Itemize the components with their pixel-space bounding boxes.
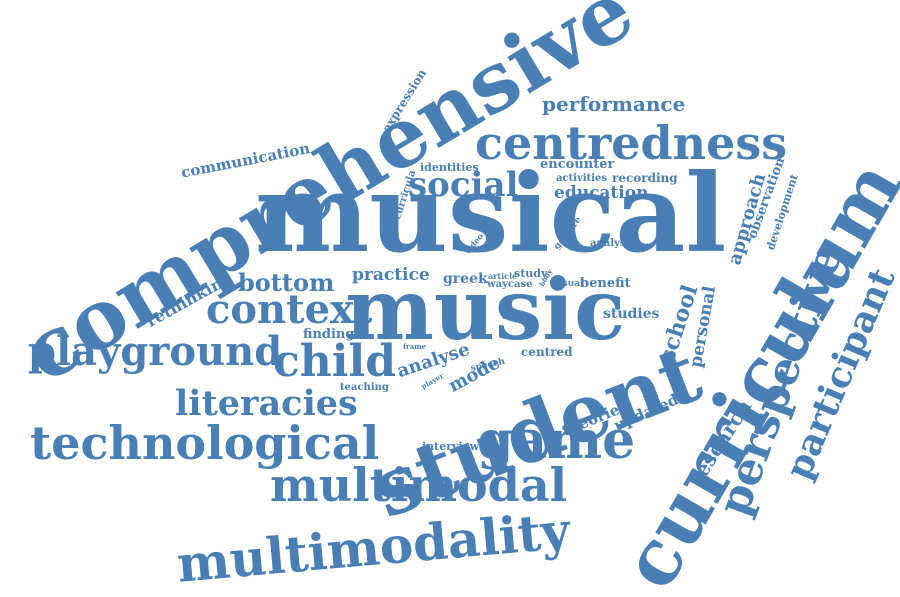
word-benefit: benefit <box>580 276 631 291</box>
word-studies: studies <box>603 306 660 322</box>
word-practice: practice <box>352 265 430 285</box>
word-identities: identities <box>420 161 479 174</box>
word-music: music <box>345 260 626 359</box>
word-analysis: analysis <box>590 238 635 249</box>
word-article: article <box>488 271 518 281</box>
word-study: study <box>514 267 548 280</box>
word-teaching: teaching <box>340 382 389 393</box>
word-technological: technological <box>30 416 380 470</box>
word-interview: interview <box>422 440 480 453</box>
word-waycase: waycase <box>487 279 533 290</box>
word-playground: playground <box>28 328 283 375</box>
word-recording: recording <box>612 171 678 185</box>
word-centredness: centredness <box>475 116 788 170</box>
word-social: social <box>408 165 519 205</box>
word-activities: activities <box>556 173 608 184</box>
word-performance: performance <box>542 92 686 116</box>
word-visual: visual <box>554 279 584 289</box>
word-child: child <box>273 336 396 387</box>
word-encounter: encounter <box>540 157 615 172</box>
word-musical: musical <box>255 151 727 277</box>
word-literacies: literacies <box>175 383 358 424</box>
word-multimodal: multimodal <box>270 458 568 512</box>
word-game: game <box>477 410 636 471</box>
word-greek: greek <box>443 271 488 287</box>
word-finding: finding <box>303 327 355 342</box>
word-multimodality: multimodality <box>174 500 573 594</box>
word-context: context <box>206 286 373 333</box>
word-centred: centred <box>521 345 573 359</box>
word-data: data <box>502 312 520 321</box>
word-bottom: bottom <box>238 268 335 297</box>
word-education: education <box>554 183 649 203</box>
word-frame: frame <box>403 342 427 351</box>
